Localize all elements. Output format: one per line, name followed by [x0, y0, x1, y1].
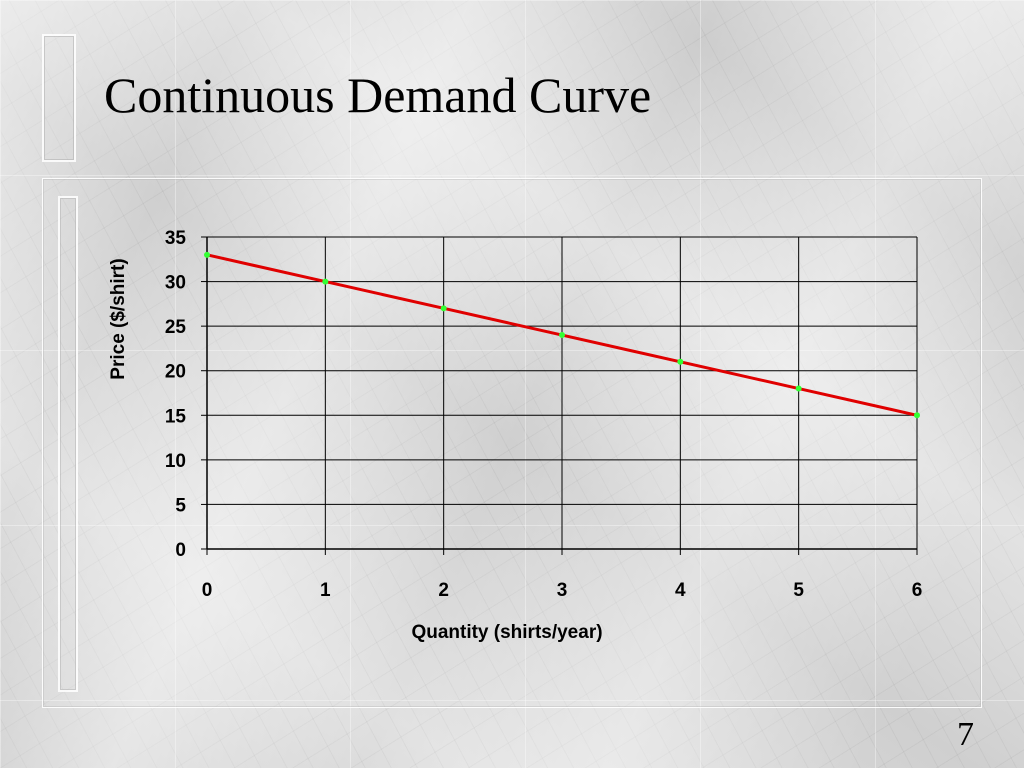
y-tick-label: 30	[165, 273, 186, 294]
data-point	[204, 252, 210, 258]
y-tick-label: 5	[175, 495, 186, 516]
y-tick-label: 10	[165, 451, 186, 472]
x-tick-label: 0	[202, 580, 213, 601]
x-tick-label: 3	[557, 580, 568, 601]
y-tick-label: 20	[165, 362, 186, 383]
y-tick-label: 15	[165, 406, 187, 427]
grid-layer	[207, 237, 917, 549]
data-point	[441, 305, 447, 311]
y-tick-label: 0	[175, 540, 186, 561]
x-tick-label: 1	[320, 580, 331, 601]
x-tick-label: 4	[675, 580, 686, 601]
y-tick-label: 35	[165, 228, 187, 249]
data-point	[322, 279, 328, 285]
data-point	[796, 386, 802, 392]
tick-label-layer: 0 5 10 15 20 25 30 35 0 1 2 3 4 5 6	[165, 228, 922, 601]
y-tick-label: 25	[165, 317, 187, 338]
x-axis-title: Quantity (shirts/year)	[411, 622, 602, 643]
x-tick-label: 6	[912, 580, 923, 601]
page-number: 7	[957, 716, 974, 754]
y-axis-title: Price ($/shirt)	[108, 258, 129, 379]
axis-layer	[201, 237, 917, 555]
data-point	[914, 412, 920, 418]
data-point	[677, 359, 683, 365]
x-tick-label: 5	[793, 580, 804, 601]
data-point	[559, 332, 565, 338]
x-tick-label: 2	[438, 580, 449, 601]
